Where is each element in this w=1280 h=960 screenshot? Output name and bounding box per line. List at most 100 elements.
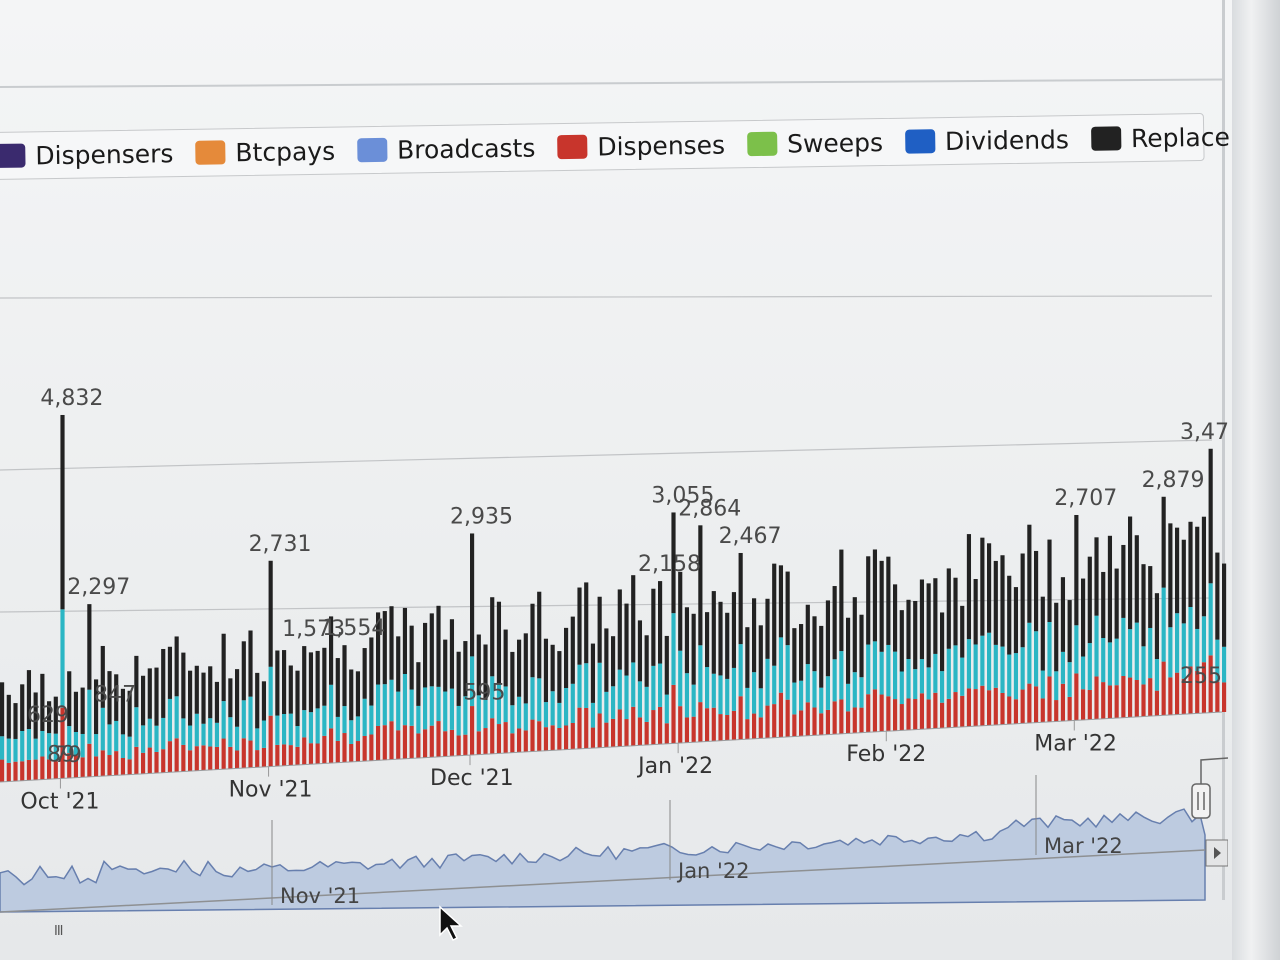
data-label: 629 (27, 703, 69, 728)
bar-segment-teal (60, 609, 65, 708)
bar-segment-teal (711, 673, 716, 708)
data-label: 2,707 (1054, 486, 1117, 511)
navigator-handle[interactable] (1191, 783, 1211, 819)
bar-segment-dispenses (67, 753, 72, 779)
bar-segment-replace (510, 651, 515, 706)
bar-segment-dispenses (396, 730, 401, 760)
bar-segment-dispenses (201, 745, 206, 771)
bar-segment-teal (107, 724, 112, 756)
bar-segment-teal (1188, 606, 1193, 667)
bar-segment-teal (302, 710, 307, 738)
bar-segment-dispenses (624, 719, 629, 747)
bar-segment-dispenses (322, 735, 327, 764)
bar-segment-teal (678, 650, 683, 707)
bar-segment-dispenses (1034, 686, 1039, 723)
bar-segment-teal (745, 687, 750, 720)
bar-segment-teal (167, 698, 173, 742)
bar-segment-replace (188, 670, 193, 726)
data-label: 2,467 (719, 524, 782, 549)
bar-segment-teal (778, 637, 784, 693)
bar-segment-dispenses (711, 707, 716, 742)
bar-segment-teal (1047, 622, 1052, 677)
bar-segment-dispenses (0, 759, 5, 782)
bar-segment-dispenses (973, 689, 978, 727)
bar-segment-dispenses (429, 725, 434, 758)
bar-segment-teal (255, 728, 260, 751)
scrollbar-grip[interactable]: III (54, 924, 63, 939)
bar-segment-dispenses (684, 717, 690, 743)
bar-segment-replace (879, 560, 884, 652)
bar-segment-teal (261, 720, 267, 748)
bar-segment-replace (825, 600, 831, 677)
bar-segment-dispenses (517, 728, 522, 753)
bar-segment-replace (329, 616, 334, 685)
bar-segment-teal (718, 675, 723, 715)
bar-segment-teal (671, 613, 676, 685)
bar-segment-teal (644, 686, 649, 722)
bar-segment-replace (738, 552, 743, 645)
bar-segment-dispenses (852, 707, 857, 734)
bar-segment-teal (1148, 627, 1153, 679)
bar-segment-teal (651, 665, 656, 711)
bar-segment-replace (778, 565, 784, 638)
bar-segment-teal (597, 662, 602, 714)
bar-segment-teal (792, 682, 797, 715)
bar-segment-dispenses (134, 746, 139, 775)
bar-segment-teal (490, 676, 495, 719)
bar-segment-dispenses (953, 692, 958, 728)
bar-segment-teal (973, 644, 978, 690)
bar-segment-dispenses (409, 725, 414, 759)
bar-segment-teal (409, 689, 414, 726)
bar-segment-replace (1121, 544, 1126, 618)
bar-segment-teal (369, 705, 374, 735)
data-label: 3,055 (651, 483, 714, 508)
bar-segment-replace (315, 650, 320, 709)
bar-segment-dispenses (1181, 678, 1186, 715)
bar-segment-replace (114, 674, 119, 721)
bar-segment-teal (94, 734, 99, 757)
bar-segment-dispenses (1013, 699, 1019, 724)
bar-segment-replace (819, 625, 824, 688)
bar-segment-teal (1081, 656, 1086, 690)
bar-segment-dispenses (993, 687, 998, 726)
bar-segment-replace (812, 616, 817, 672)
bar-segment-replace (33, 692, 38, 739)
bar-segment-teal (893, 651, 898, 700)
bar-segment-replace (235, 669, 240, 727)
data-label: 595 (463, 680, 505, 705)
bar-segment-replace (127, 690, 132, 737)
bar-segment-replace (214, 681, 220, 723)
bar-segment-replace (282, 650, 287, 715)
bar-segment-replace (1195, 526, 1200, 629)
data-label: 2,731 (249, 532, 312, 557)
bar-segment-replace (154, 667, 159, 726)
bar-segment-teal (362, 698, 367, 736)
bar-segment-replace (100, 645, 105, 708)
bar-segment-dispenses (839, 699, 844, 734)
bar-segment-dispenses (1141, 684, 1146, 717)
bar-segment-replace (40, 673, 45, 731)
bar-segment-teal (1181, 623, 1186, 679)
bar-segment-dispenses (154, 751, 159, 774)
bar-segment-dispenses (698, 702, 703, 742)
bar-segment-replace (87, 604, 92, 690)
bar-segment-teal (127, 736, 132, 760)
bar-segment-teal (47, 733, 52, 760)
bar-segment-dispenses (33, 759, 38, 781)
bar-segment-replace (852, 597, 857, 673)
bar-segment-dispenses (1161, 661, 1166, 716)
bar-segment-dispenses (819, 713, 824, 736)
bar-segment-teal (550, 691, 555, 726)
bar-segment-teal (993, 644, 998, 688)
bar-segment-replace (543, 638, 549, 703)
bar-segment-teal (174, 696, 179, 739)
bar-segment-teal (80, 733, 85, 758)
bar-segment-dispenses (443, 731, 448, 757)
bar-segment-dispenses (329, 728, 334, 764)
x-tick-label: Oct '21 (20, 790, 99, 815)
bar-segment-teal (275, 715, 280, 745)
bar-segment-replace (1094, 537, 1099, 616)
bar-segment-dispenses (1148, 678, 1153, 717)
bar-segment-teal (228, 717, 233, 747)
